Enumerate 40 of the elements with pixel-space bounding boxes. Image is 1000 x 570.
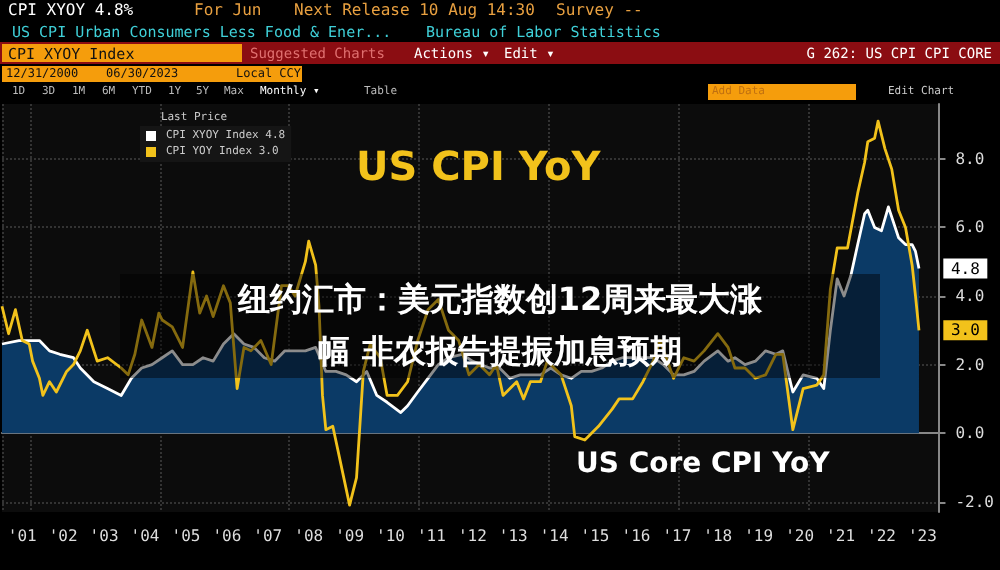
y-tick-label: 8.0 (955, 149, 985, 168)
x-tick-label: '09 (335, 527, 365, 545)
x-tick-label: '14 (539, 527, 569, 545)
x-tick-label: '17 (662, 527, 692, 545)
y-tick-label: 6.0 (955, 218, 985, 237)
x-tick-label: '05 (171, 527, 201, 545)
x-tick-label: '08 (294, 527, 324, 545)
annotation: 纽约汇市：美元指数创12周来最大涨 (235, 278, 765, 322)
x-tick-label: '20 (785, 527, 815, 545)
text: Survey -- (556, 1, 643, 19)
x-tick-label: '06 (212, 527, 242, 545)
x-tick-label: '18 (703, 527, 733, 545)
x-tick-label: '12 (457, 527, 488, 545)
y-tick-label: 4.0 (955, 287, 985, 305)
x-tick-label: '15 (580, 527, 610, 545)
y-tick-label: 2.0 (955, 355, 985, 374)
x-tick-label: '16 (621, 527, 651, 545)
x-tick-label: '10 (376, 527, 406, 545)
x-tick-label: '13 (498, 527, 529, 545)
y-tick-label: 0.0 (955, 424, 985, 443)
x-tick-label: '22 (866, 527, 897, 545)
x-tick-label: '04 (130, 527, 160, 545)
x-tick-label: '23 (907, 527, 938, 545)
x-tick-label: '02 (48, 527, 78, 545)
text: For Jun (194, 1, 262, 19)
x-tick-label: '03 (89, 527, 119, 545)
annotation: US CPI YoY (356, 142, 602, 190)
annotation: 4.8 (950, 259, 981, 278)
x-tick-label: '19 (744, 527, 774, 545)
annotation: US Core CPI YoY (576, 448, 832, 480)
x-tick-label: '01 (7, 527, 38, 545)
x-tick-label: '07 (253, 527, 283, 545)
annotation: 3.0 (950, 321, 981, 340)
x-tick-label: '11 (416, 527, 447, 545)
annotation: 幅 非农报告提振加息预期 (316, 330, 684, 374)
x-tick-label: '21 (826, 527, 856, 545)
text: Next Release 10 Aug 14:30 (294, 1, 536, 19)
line-series (0, 119, 921, 507)
y-tick-label: -2.0 (955, 492, 995, 511)
text: CPI XYOY 4.8% (8, 1, 134, 19)
